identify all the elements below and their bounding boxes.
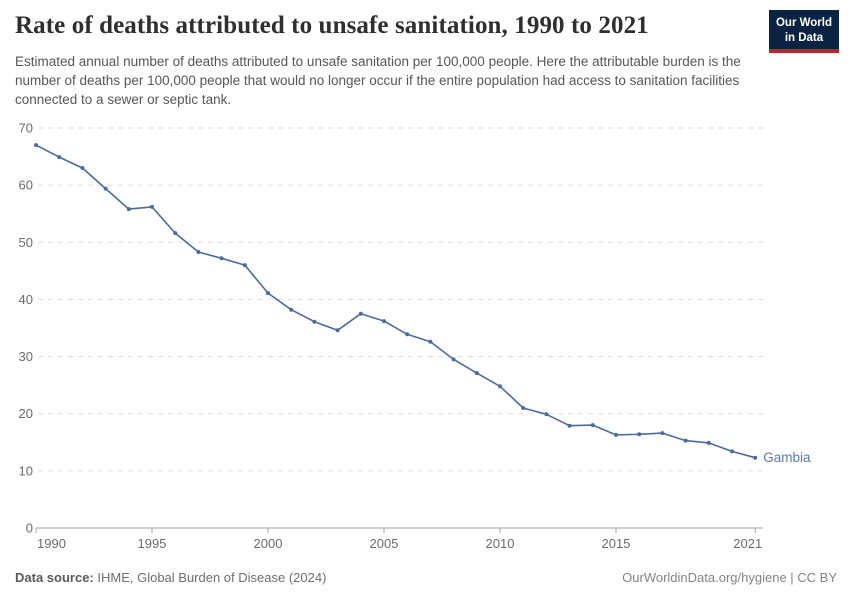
data-source-value: IHME, Global Burden of Disease (2024) bbox=[93, 570, 327, 585]
data-point[interactable] bbox=[544, 412, 549, 417]
data-point[interactable] bbox=[382, 319, 386, 324]
owid-logo-line2: in Data bbox=[784, 31, 824, 44]
x-axis-label: 2010 bbox=[486, 536, 515, 551]
y-axis-label: 60 bbox=[19, 178, 33, 193]
data-point[interactable] bbox=[683, 438, 688, 443]
data-point[interactable] bbox=[405, 332, 410, 337]
y-axis-label: 10 bbox=[19, 463, 33, 478]
data-point[interactable] bbox=[358, 311, 363, 316]
owid-logo-line1: Our World bbox=[775, 17, 832, 29]
series-label-gambia[interactable]: Gambia bbox=[763, 450, 811, 465]
x-axis-label: 2015 bbox=[602, 536, 631, 551]
y-axis-label: 0 bbox=[26, 521, 33, 536]
data-point[interactable] bbox=[289, 307, 294, 312]
data-point[interactable] bbox=[474, 371, 479, 376]
x-axis-label: 2005 bbox=[370, 536, 399, 551]
y-axis-label: 40 bbox=[19, 292, 33, 307]
data-point[interactable] bbox=[103, 186, 108, 191]
data-point[interactable] bbox=[242, 263, 247, 268]
y-axis-label: 30 bbox=[19, 349, 33, 364]
owid-logo[interactable]: Our World in Data bbox=[768, 10, 839, 54]
data-point[interactable] bbox=[753, 455, 758, 460]
data-point[interactable] bbox=[335, 328, 340, 333]
y-axis-label: 20 bbox=[19, 406, 33, 421]
data-point[interactable] bbox=[660, 431, 665, 436]
data-point[interactable] bbox=[57, 155, 62, 160]
y-axis-label: 50 bbox=[19, 235, 33, 250]
data-point[interactable] bbox=[521, 406, 526, 410]
data-point[interactable] bbox=[34, 143, 38, 148]
data-source-label: Data source: bbox=[15, 570, 94, 585]
data-point[interactable] bbox=[219, 256, 224, 261]
data-point[interactable] bbox=[451, 357, 456, 362]
data-point[interactable] bbox=[196, 250, 201, 254]
data-source-note: Data source: IHME, Global Burden of Dise… bbox=[15, 570, 326, 585]
x-axis-label: 2000 bbox=[254, 536, 283, 551]
x-axis-label: 1990 bbox=[37, 536, 66, 551]
data-series-line[interactable] bbox=[35, 144, 757, 459]
data-point[interactable] bbox=[312, 319, 317, 324]
license-link[interactable]: OurWorldinData.org/hygiene | CC BY bbox=[622, 570, 837, 585]
data-point[interactable] bbox=[150, 204, 154, 209]
data-point[interactable] bbox=[730, 449, 734, 454]
page-title: Rate of deaths attributed to unsafe sani… bbox=[15, 12, 649, 39]
data-point[interactable] bbox=[173, 231, 178, 236]
data-point[interactable] bbox=[567, 423, 572, 428]
x-axis-label: 2021 bbox=[733, 536, 762, 551]
x-axis-label: 1995 bbox=[138, 536, 167, 551]
chart-subtitle: Estimated annual number of deaths attrib… bbox=[15, 54, 741, 108]
data-point[interactable] bbox=[614, 432, 618, 437]
data-point[interactable] bbox=[126, 207, 131, 212]
data-point[interactable] bbox=[428, 339, 433, 344]
data-point[interactable] bbox=[266, 291, 270, 296]
data-point[interactable] bbox=[706, 440, 711, 445]
data-point[interactable] bbox=[80, 166, 85, 170]
data-point[interactable] bbox=[590, 423, 595, 428]
y-axis-label: 70 bbox=[19, 121, 33, 136]
data-point[interactable] bbox=[498, 384, 502, 389]
data-point[interactable] bbox=[637, 432, 642, 437]
